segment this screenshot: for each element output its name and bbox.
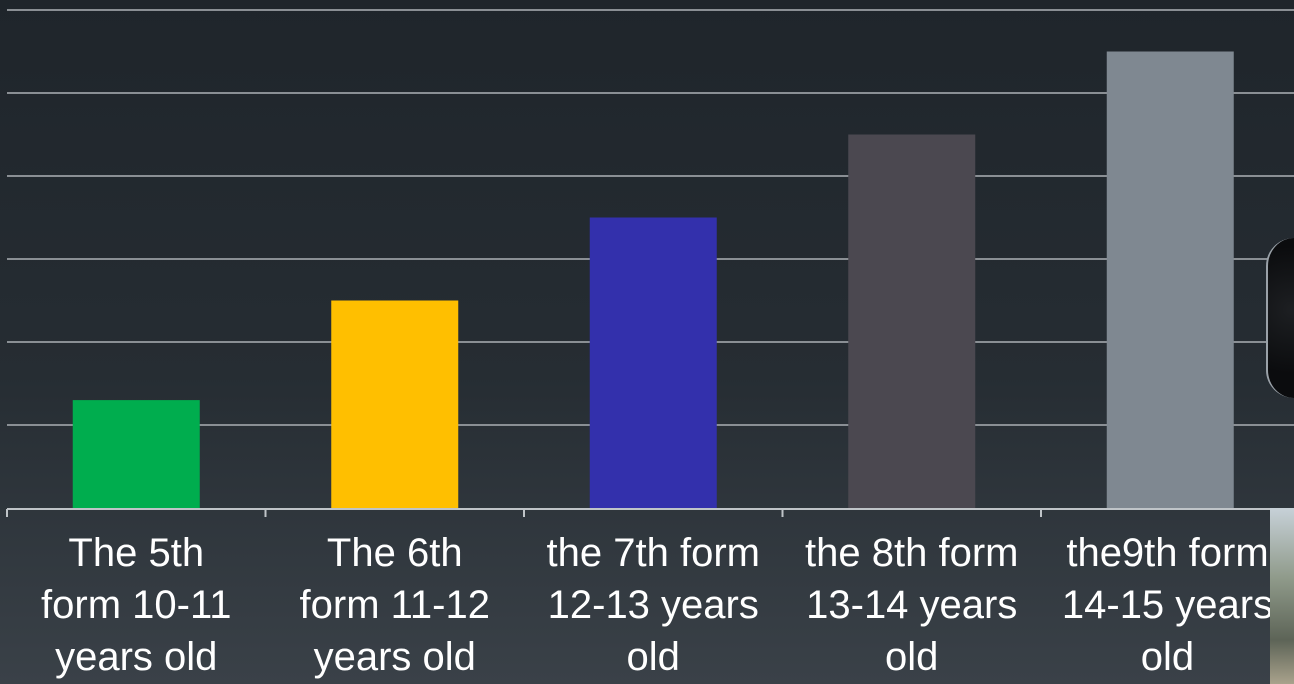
bar xyxy=(589,217,717,508)
x-tick-label: The 6th form 11-12 years old xyxy=(299,531,490,679)
x-tick-label: the9th form 14-15 years old xyxy=(1061,531,1274,679)
x-tick-label: the 8th form 13-14 years old xyxy=(805,531,1019,679)
x-tick-label: the 7th form 12-13 years old xyxy=(546,531,760,679)
x-tick-label: The 5th form 10-11 years old xyxy=(41,531,232,679)
bar xyxy=(331,300,459,508)
bar xyxy=(72,400,200,508)
side-photo-bottom xyxy=(1270,508,1294,684)
bar xyxy=(1106,51,1234,508)
side-photo-top xyxy=(1266,238,1294,398)
bar xyxy=(848,134,976,508)
